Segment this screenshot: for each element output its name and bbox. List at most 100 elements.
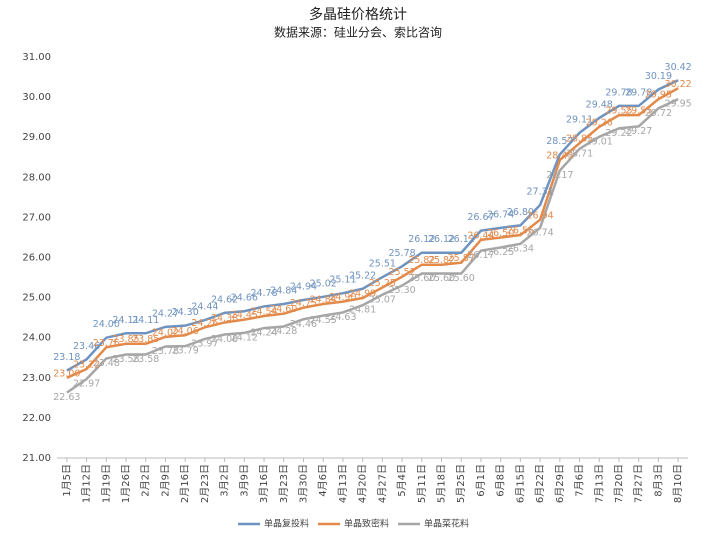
data-label: 24.26	[191, 318, 218, 329]
x-tick-label: 2月9日	[159, 464, 171, 497]
x-tick-label: 7月6日	[574, 464, 586, 497]
x-tick-label: 3月16日	[258, 464, 270, 503]
data-label: 24.62	[211, 294, 238, 305]
x-tick-label: 7月27日	[633, 464, 645, 503]
data-label: 26.44	[467, 230, 494, 241]
data-label: 26.50	[487, 228, 514, 239]
data-label: 29.26	[586, 117, 613, 128]
x-tick-label: 5月25日	[455, 464, 467, 503]
x-tick-label: 1月12日	[81, 464, 93, 503]
legend-label: 单晶复投料	[264, 518, 309, 530]
data-label: 29.78	[625, 87, 652, 98]
x-tick-label: 1月26日	[120, 464, 132, 503]
x-tick-label: 5月4日	[396, 464, 408, 497]
data-label: 29.48	[586, 99, 613, 110]
data-label: 26.34	[507, 243, 534, 254]
data-label: 24.78	[250, 288, 277, 299]
data-label: 26.74	[487, 209, 514, 220]
data-label: 29.55	[625, 106, 652, 117]
data-label: 29.95	[645, 90, 672, 101]
data-label: 24.45	[231, 310, 258, 321]
data-label: 24.75	[290, 298, 317, 309]
y-tick-label: 29.00	[22, 132, 51, 143]
x-tick-label: 4月27日	[376, 464, 388, 503]
data-label: 24.00	[93, 319, 120, 330]
data-label: 25.78	[388, 248, 415, 259]
data-label: 25.25	[369, 278, 396, 289]
data-label: 25.60	[428, 273, 455, 284]
data-label: 25.52	[388, 267, 415, 278]
data-label: 23.58	[132, 354, 159, 365]
data-label: 23.76	[93, 338, 120, 349]
data-label: 29.27	[625, 126, 652, 137]
x-tick-label: 6月22日	[534, 464, 546, 503]
x-tick-label: 8月3日	[652, 464, 664, 497]
data-label: 24.02	[152, 327, 179, 338]
x-tick-label: 3月30日	[297, 464, 309, 503]
x-tick-label: 5月11日	[416, 464, 428, 503]
data-label: 24.81	[349, 305, 376, 316]
x-tick-label: 2月16日	[179, 464, 191, 503]
x-tick-label: 4月13日	[337, 464, 349, 503]
data-label: 23.97	[191, 338, 218, 349]
x-tick-label: 2月23日	[199, 464, 211, 503]
data-label: 27.31	[527, 186, 554, 197]
y-tick-label: 25.00	[22, 293, 51, 304]
data-label: 24.54	[250, 307, 277, 318]
data-label: 26.17	[467, 250, 494, 261]
data-label: 25.60	[448, 273, 475, 284]
legend-label: 单晶致密料	[344, 518, 389, 530]
x-tick-label: 6月29日	[554, 464, 566, 503]
data-label: 24.60	[270, 304, 297, 315]
x-tick-label: 7月20日	[613, 464, 625, 503]
data-label: 29.22	[605, 128, 632, 139]
x-tick-label: 8月10日	[672, 464, 684, 503]
data-label: 29.78	[605, 87, 632, 98]
x-tick-label: 3月2日	[219, 464, 231, 497]
data-label: 26.12	[408, 234, 435, 245]
data-label: 24.63	[329, 312, 356, 323]
y-tick-label: 22.00	[22, 413, 51, 424]
data-label: 25.02	[310, 278, 337, 289]
x-tick-label: 4月20日	[357, 464, 369, 503]
y-tick-label: 21.00	[22, 453, 51, 464]
series-line	[66, 87, 679, 379]
data-label: 29.55	[605, 106, 632, 117]
y-tick-label: 27.00	[22, 212, 51, 223]
data-label: 23.78	[152, 346, 179, 357]
data-label: 25.82	[428, 255, 455, 266]
x-tick-label: 3月9日	[238, 464, 250, 497]
data-label: 25.07	[369, 294, 396, 305]
series-line	[66, 97, 679, 394]
data-label: 24.11	[112, 315, 139, 326]
data-label: 25.11	[329, 275, 356, 286]
data-label: 22.97	[73, 379, 100, 390]
x-tick-label: 6月8日	[495, 464, 507, 497]
data-label: 23.00	[53, 368, 80, 379]
x-tick-label: 1月5日	[61, 464, 73, 497]
chart-subtitle: 数据来源：硅业分会、索比咨询	[274, 25, 442, 40]
data-label: 24.38	[211, 313, 238, 324]
x-tick-label: 3月23日	[278, 464, 290, 503]
data-label: 24.27	[152, 308, 179, 319]
data-label: 29.95	[665, 99, 692, 110]
data-label: 24.08	[211, 334, 238, 345]
x-tick-label: 6月15日	[514, 464, 526, 503]
data-label: 24.55	[310, 315, 337, 326]
data-label: 25.30	[388, 285, 415, 296]
x-tick-label: 6月1日	[475, 464, 487, 497]
y-tick-label: 30.00	[22, 92, 51, 103]
data-label: 29.11	[566, 114, 593, 125]
data-label: 28.43	[546, 151, 573, 162]
y-tick-label: 24.00	[22, 333, 51, 344]
data-label: 24.94	[290, 282, 317, 293]
legend-label: 单晶菜花料	[424, 518, 469, 530]
data-label: 28.17	[546, 170, 573, 181]
series-line	[66, 79, 679, 372]
data-label: 23.58	[112, 354, 139, 365]
x-tick-label: 1月19日	[100, 464, 112, 503]
data-label: 24.99	[349, 289, 376, 300]
x-tick-label: 7月13日	[593, 464, 605, 503]
y-tick-label: 28.00	[22, 172, 51, 183]
